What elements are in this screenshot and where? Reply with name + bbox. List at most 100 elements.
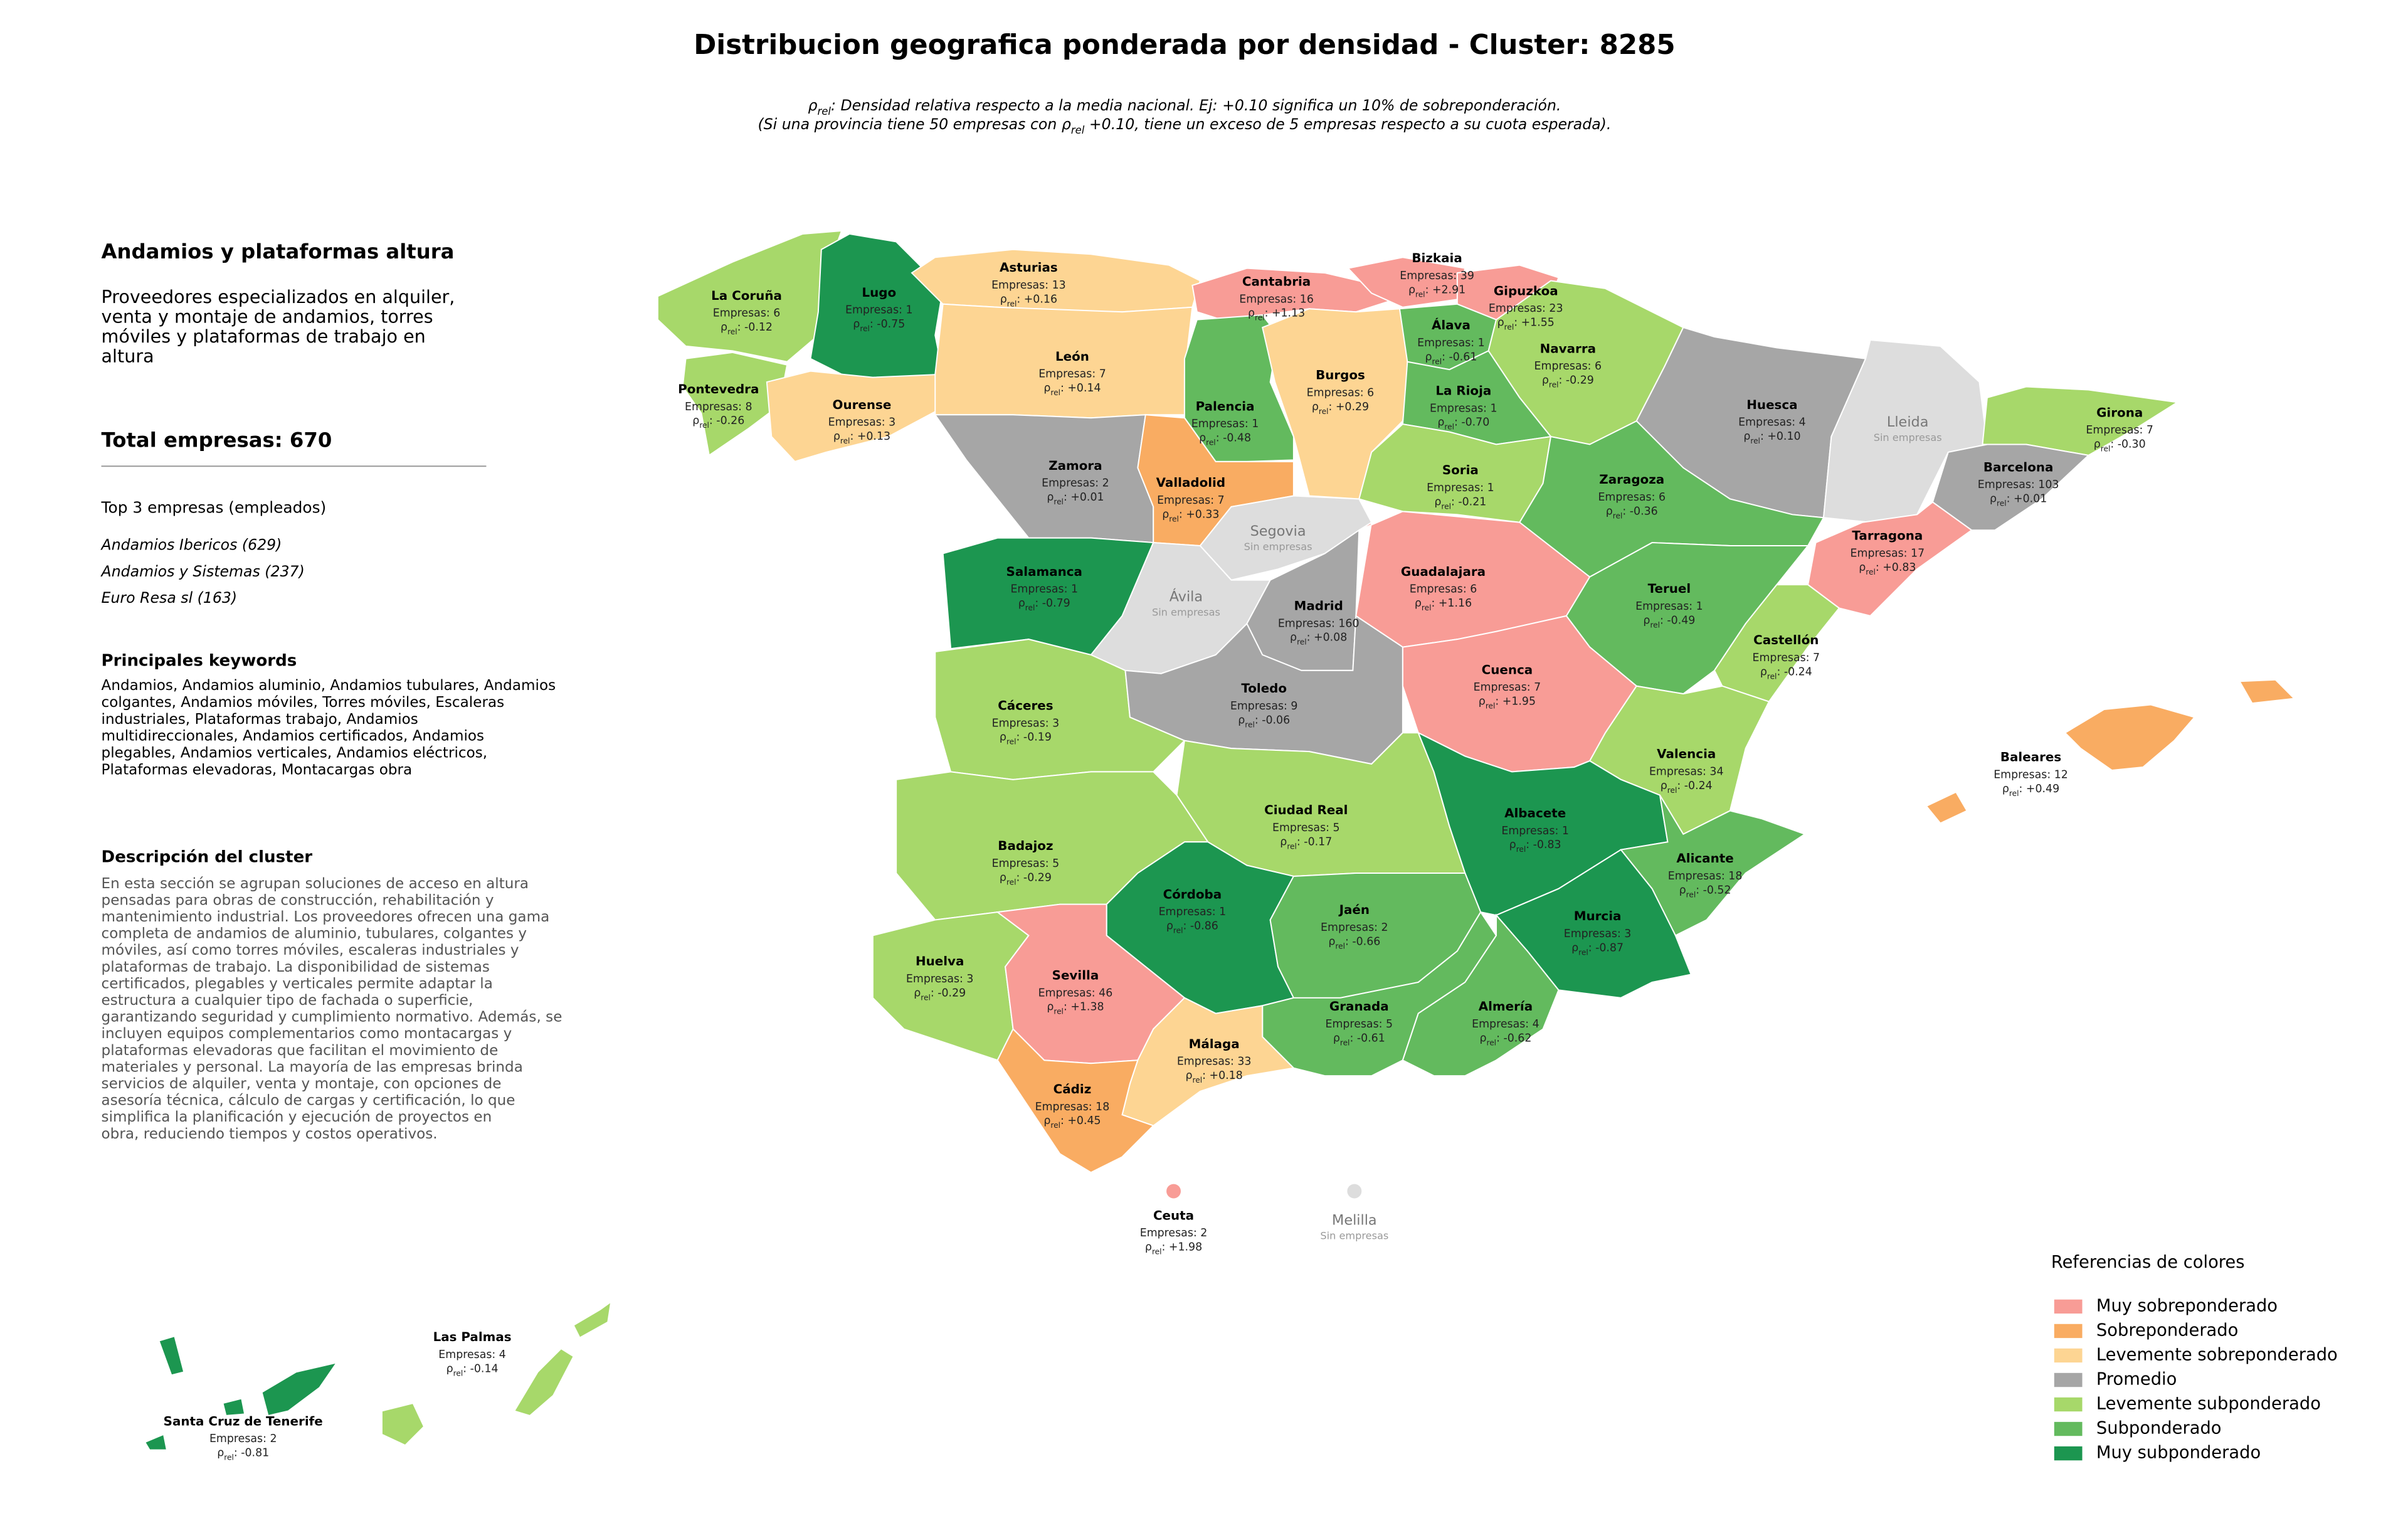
rich-text: ρrel: +0.01 — [1047, 491, 1104, 506]
keywords-line: multidireccionales, Andamios certificado… — [102, 728, 485, 745]
text-part: : -0.87 — [1588, 942, 1624, 954]
rich-text: (Si una provincia tiene 50 empresas con … — [758, 115, 1611, 136]
text-part: : -0.86 — [1183, 920, 1218, 932]
text-part: : -0.30 — [2110, 438, 2145, 450]
province-count: Empresas: 3 — [1564, 928, 1632, 940]
subscript: rel — [1193, 1076, 1203, 1085]
province-shape — [766, 370, 944, 462]
text-part: ρ — [1479, 1032, 1486, 1044]
subscript: rel — [1169, 514, 1179, 523]
total: Total empresas: 670 — [102, 428, 332, 452]
province-count: Empresas: 3 — [992, 717, 1060, 730]
text-part: ρ — [1186, 1069, 1193, 1082]
province-count: Empresas: 33 — [1177, 1056, 1252, 1068]
province-name: Málaga — [1189, 1037, 1240, 1051]
province-name: Palencia — [1196, 399, 1255, 413]
subscript: rel — [1025, 603, 1035, 612]
text-part: : -0.21 — [1451, 496, 1486, 508]
province-shape — [1262, 308, 1412, 500]
description-line: En esta sección se agrupan soluciones de… — [102, 876, 529, 892]
province-count: Empresas: 2 — [1321, 921, 1388, 934]
description-line: incluyen equipos complementarios como mo… — [102, 1026, 512, 1042]
top-company: Euro Resa sl (163) — [102, 589, 238, 607]
panel-heading: Andamios y plataformas altura — [102, 240, 455, 263]
text-part: ρ — [692, 415, 699, 427]
province-shape — [1402, 913, 1560, 1077]
subscript: rel — [1050, 1121, 1060, 1130]
rich-text: ρrel: -0.87 — [1571, 942, 1624, 957]
text-part: ρ — [1661, 780, 1667, 792]
province-name: Melilla — [1332, 1212, 1377, 1229]
text-part: : -0.29 — [1558, 374, 1593, 387]
rich-text: ρrel: +0.01 — [1990, 492, 2047, 507]
rich-text: ρrel: -0.17 — [1280, 836, 1332, 851]
text-part: ρ — [1000, 293, 1007, 305]
province-name: Córdoba — [1163, 887, 1222, 901]
province-shape — [996, 1027, 1155, 1174]
description-line: asesoría técnica, cálculo de cargas y ce… — [102, 1093, 515, 1109]
text-part: : +0.13 — [850, 430, 890, 443]
text-part: : -0.17 — [1297, 836, 1332, 848]
subscript: rel — [1650, 620, 1660, 629]
province-name: La Rioja — [1435, 383, 1491, 398]
text-part: ρ — [808, 97, 817, 114]
text-part: ρ — [853, 318, 860, 331]
province-name: Zamora — [1048, 459, 1102, 473]
subscript: rel — [1422, 603, 1432, 612]
rich-text: ρrel: -0.81 — [217, 1447, 269, 1462]
province-count: Empresas: 8 — [685, 401, 752, 413]
text-part: ρ — [217, 1447, 224, 1460]
province-count: Empresas: 103 — [1978, 479, 2059, 491]
rich-text: ρrel: -0.29 — [1542, 374, 1594, 390]
province-count: Empresas: 46 — [1038, 987, 1113, 999]
province-count: Empresas: 1 — [1010, 583, 1078, 596]
subscript: rel — [1054, 1007, 1064, 1016]
province-count: Empresas: 34 — [1649, 765, 1724, 778]
province-count: Empresas: 7 — [2086, 424, 2153, 437]
province-name: Granada — [1329, 999, 1389, 1014]
province-count: Empresas: 5 — [992, 857, 1060, 870]
text-part: : -0.61 — [1442, 351, 1477, 363]
province-shape — [381, 1402, 425, 1446]
keywords-line: industriales, Plataformas trabajo, Andam… — [102, 711, 418, 728]
text-part: : +1.16 — [1432, 597, 1472, 610]
subscript: rel — [1441, 502, 1451, 511]
province-shape — [158, 1335, 185, 1376]
province-shape — [513, 1347, 574, 1417]
rich-text: ρrel: -0.83 — [1509, 839, 1561, 854]
subscript: rel — [1319, 406, 1329, 415]
text-part: : +0.49 — [2019, 783, 2060, 795]
text-part: ρ — [1606, 505, 1613, 517]
subscript: rel — [1516, 845, 1526, 854]
text-part: ρ — [1415, 597, 1422, 610]
province-count: Empresas: 2 — [1042, 477, 1109, 490]
rich-text: ρrel: +0.14 — [1043, 382, 1101, 397]
summary-line: altura — [102, 346, 154, 367]
subscript: rel — [1152, 1247, 1162, 1256]
text-part: : -0.19 — [1017, 731, 1052, 744]
province-name: Cádiz — [1054, 1082, 1092, 1096]
text-part: : -0.66 — [1345, 935, 1380, 948]
province-shape — [2064, 704, 2196, 771]
text-part: ρ — [1571, 942, 1578, 954]
legend-title: Referencias de colores — [2051, 1253, 2245, 1272]
province-shape — [934, 303, 1193, 419]
description-line: garantizando seguridad y cumplimiento no… — [102, 1009, 562, 1026]
text-part: ρ — [1047, 491, 1054, 504]
rich-text: ρrel: -0.70 — [1437, 416, 1489, 432]
province-name: Ciudad Real — [1264, 803, 1348, 817]
rich-text: ρrel: +0.16 — [1000, 293, 1057, 308]
province-count: Empresas: 2 — [209, 1433, 277, 1445]
text-part: : +0.14 — [1060, 382, 1101, 395]
keywords-line: plegables, Andamios verticales, Andamios… — [102, 745, 488, 761]
text-part: : -0.52 — [1696, 884, 1731, 896]
province-name: Toledo — [1241, 681, 1287, 696]
subscript: rel — [1255, 313, 1265, 322]
text-part: ρ — [914, 987, 921, 999]
text-part: ρ — [1043, 382, 1050, 395]
rich-text: ρrel: +0.33 — [1162, 508, 1219, 523]
subscript: rel — [1415, 290, 1425, 299]
province-shape — [261, 1361, 339, 1417]
text-part: : -0.83 — [1526, 839, 1561, 851]
